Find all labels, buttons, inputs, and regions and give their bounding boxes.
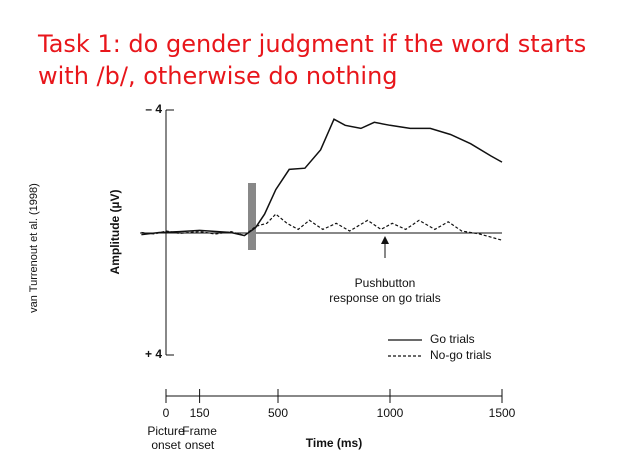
annotation: response on go trials [329, 291, 440, 305]
legend-label: No-go trials [430, 348, 491, 362]
y-tick-label: – 4 [145, 102, 162, 116]
x-tick-note: onset [151, 438, 181, 452]
annotation-arrowhead [381, 236, 389, 244]
x-tick-label: 1500 [489, 406, 516, 420]
x-tick-note: onset [185, 438, 215, 452]
x-tick-label: 150 [190, 406, 210, 420]
source: van Turrenout et al. (1998) [28, 183, 40, 313]
stimulus-window [248, 183, 256, 250]
x-tick-note: Picture [147, 424, 185, 438]
annotation: Pushbutton [355, 276, 416, 290]
x-tick-label: 500 [268, 406, 288, 420]
series-line [141, 213, 503, 241]
x-tick-label: 0 [163, 406, 170, 420]
title-line: Task 1: do gender judgment if the word s… [37, 30, 586, 58]
y-axis-label: Amplitude (µV) [108, 190, 122, 275]
legend-label: Go trials [430, 332, 475, 346]
x-tick-note: Frame [182, 424, 217, 438]
title-line: with /b/, otherwise do nothing [38, 62, 398, 90]
x-tick-label: 1000 [377, 406, 404, 420]
y-tick-label: + 4 [145, 347, 162, 361]
series-line [141, 118, 503, 237]
x-axis-label: Time (ms) [306, 436, 362, 450]
